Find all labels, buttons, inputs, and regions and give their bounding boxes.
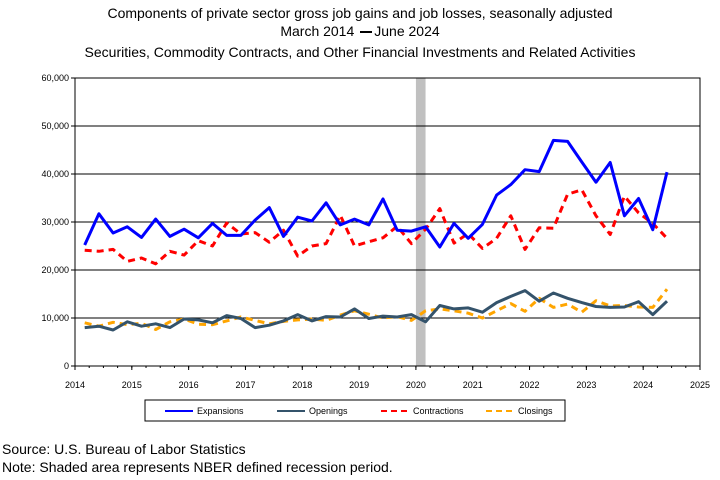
series-layer — [83, 138, 669, 332]
y-tick-label: 30,000 — [41, 217, 69, 227]
x-tick-label: 2017 — [235, 380, 255, 390]
legend-label-contractions: Contractions — [413, 406, 464, 416]
x-tick-label: 2019 — [349, 380, 369, 390]
x-tick-label: 2014 — [65, 380, 85, 390]
x-tick-label: 2020 — [406, 380, 426, 390]
y-tick-label: 0 — [64, 361, 69, 371]
date-range-start: March 2014 — [280, 23, 355, 39]
x-tick-label: 2015 — [122, 380, 142, 390]
y-tick-label: 10,000 — [41, 313, 69, 323]
chart-title: Components of private sector gross job g… — [107, 5, 613, 21]
line-chart: 0 10,000 20,000 30,000 40,000 50,000 60,000 20… — [41, 73, 710, 422]
x-tick-label: 2024 — [633, 380, 653, 390]
source-note: Source: U.S. Bureau of Labor Statistics — [2, 441, 246, 457]
em-dash-icon — [360, 31, 373, 34]
y-tick-label: 40,000 — [41, 169, 69, 179]
y-axis: 0 10,000 20,000 30,000 40,000 50,000 60,000 — [41, 73, 75, 371]
series-line-closings — [84, 288, 669, 331]
legend-label-expansions: Expansions — [197, 406, 244, 416]
recession-note: Note: Shaded area represents NBER define… — [2, 459, 393, 475]
series-line-contractions — [84, 188, 669, 266]
date-range: March 2014 June 2024 — [0, 22, 720, 40]
x-tick-label: 2025 — [690, 380, 710, 390]
y-tick-label: 60,000 — [41, 73, 69, 83]
x-tick-label: 2023 — [576, 380, 596, 390]
x-tick-label: 2016 — [179, 380, 199, 390]
industry-subtitle: Securities, Commodity Contracts, and Oth… — [84, 44, 636, 60]
y-tick-label: 50,000 — [41, 121, 69, 131]
x-tick-label: 2021 — [463, 380, 483, 390]
series-line-expansions — [83, 138, 669, 249]
legend-label-openings: Openings — [309, 406, 348, 416]
legend-label-closings: Closings — [518, 406, 553, 416]
legend: Expansions Openings Contractions Closings — [144, 399, 566, 422]
legend-box — [144, 399, 566, 422]
y-tick-label: 20,000 — [41, 265, 69, 275]
date-range-end: June 2024 — [374, 23, 440, 39]
series-line-openings — [84, 289, 669, 332]
x-tick-label: 2018 — [292, 380, 312, 390]
x-tick-label: 2022 — [520, 380, 540, 390]
x-axis: 2014 2015 2016 2017 2018 2019 2020 2021 2022 2023… — [65, 366, 710, 390]
